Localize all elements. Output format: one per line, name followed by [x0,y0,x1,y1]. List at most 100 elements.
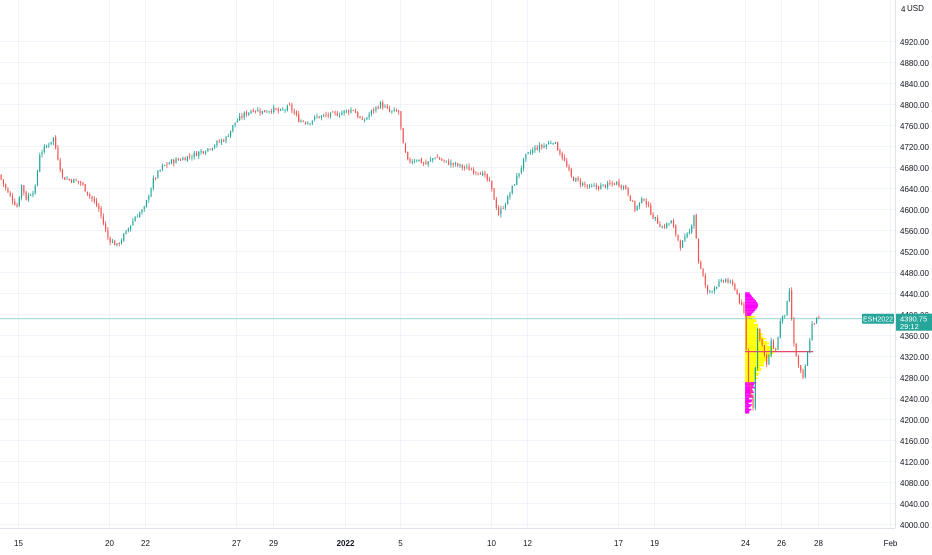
candle-body [722,280,725,282]
candle-body [304,122,307,124]
candle-body [657,217,659,224]
price-axis[interactable]: 4000.00 4040.00 4080.00 4120.00 4160.00 4200.… [895,0,932,550]
candle-body [145,200,148,207]
candle-body [16,204,18,207]
candle-body [211,147,213,150]
candle-body [443,159,445,161]
candle-body [166,164,168,166]
candle-body [559,149,561,155]
candle-body [339,115,341,116]
candle-body [32,192,34,196]
y-tick-label: 4640.00 [900,185,929,194]
volume-profile-row [745,311,754,313]
candle-body [484,172,486,175]
candle-body [95,200,98,206]
candle-body [48,144,50,146]
candle-body [89,194,91,197]
x-tick-label: 10 [487,539,496,548]
candle-body [45,145,48,148]
candle-body [663,226,666,228]
volume-profile-row [745,367,762,370]
volume-profile-row [745,358,767,361]
volume-profile-row [745,314,752,316]
candle-body [57,147,59,160]
volume-profile-row [745,382,757,384]
x-tick-label: 26 [777,539,786,548]
candle-body [770,340,772,356]
candle-body [139,212,141,218]
candle-body [691,225,693,233]
candle-body [350,109,352,113]
candle-body [0,174,2,180]
time-axis[interactable]: 15 20 22 27 29 2022 5 10 12 17 19 24 26 28 Feb [0,528,898,549]
candle-body [132,220,134,226]
candle-body [289,104,291,106]
candle-body [675,225,677,235]
volume-profile-row [745,319,757,321]
volume-profile-row [745,402,749,405]
volume-profile-row [745,323,759,326]
candle-body [756,329,759,369]
candle-body [27,195,29,200]
y-tick-label: 4880.00 [900,59,929,68]
candle-body [250,111,252,114]
candle-body [529,152,532,154]
candle-body [706,285,709,292]
candle-body [279,109,282,111]
candle-body [688,231,691,234]
candle-body [384,106,386,108]
candle-body [457,163,459,166]
candle-body [572,176,575,181]
candle-body [538,145,541,151]
candle-body [93,198,95,202]
candle-body [513,184,516,186]
last-price-value: 4390.75 [900,315,927,324]
volume-profile-row [745,412,750,414]
y-tick-label: 4800.00 [900,101,929,110]
volume-profile-row [745,391,754,394]
candle-body [345,110,348,112]
candle-body [745,312,747,350]
candle-body [747,350,750,385]
candle-body [357,112,359,118]
candle-body [270,111,273,112]
candle-body [359,116,361,119]
candle-body [729,281,731,282]
candle-body [816,317,818,323]
volume-profile-row [745,312,753,315]
candle-body [155,177,157,179]
candle-body [91,196,93,199]
candle-body [473,169,475,173]
candle-body [375,106,377,111]
volume-profile-row [745,364,765,367]
volume-profile-row [745,300,757,302]
candle-body [725,279,727,283]
volume-profile-row [745,341,768,343]
candle-body [30,195,32,196]
candle-body [666,223,668,228]
candle-body [223,140,225,142]
candle-body [736,290,738,295]
candle-body [679,240,681,249]
candle-body [245,112,248,115]
candle-body [109,237,111,243]
candle-body [329,112,332,117]
y-tick-label: 4360.00 [900,332,929,341]
candle-body [806,351,809,366]
candle-body [302,120,304,122]
candle-body [427,161,429,165]
candle-body [777,337,779,350]
volume-profile-row [745,371,757,373]
candle-body [7,188,9,193]
candle-body [622,186,625,189]
candle-body [786,300,788,316]
candle-body [84,184,86,192]
candle-body [602,184,604,186]
candle-body [298,114,300,123]
volume-profile-row [745,386,755,389]
candle-body [552,143,554,144]
candle-body [647,204,650,206]
candle-body [18,197,20,206]
